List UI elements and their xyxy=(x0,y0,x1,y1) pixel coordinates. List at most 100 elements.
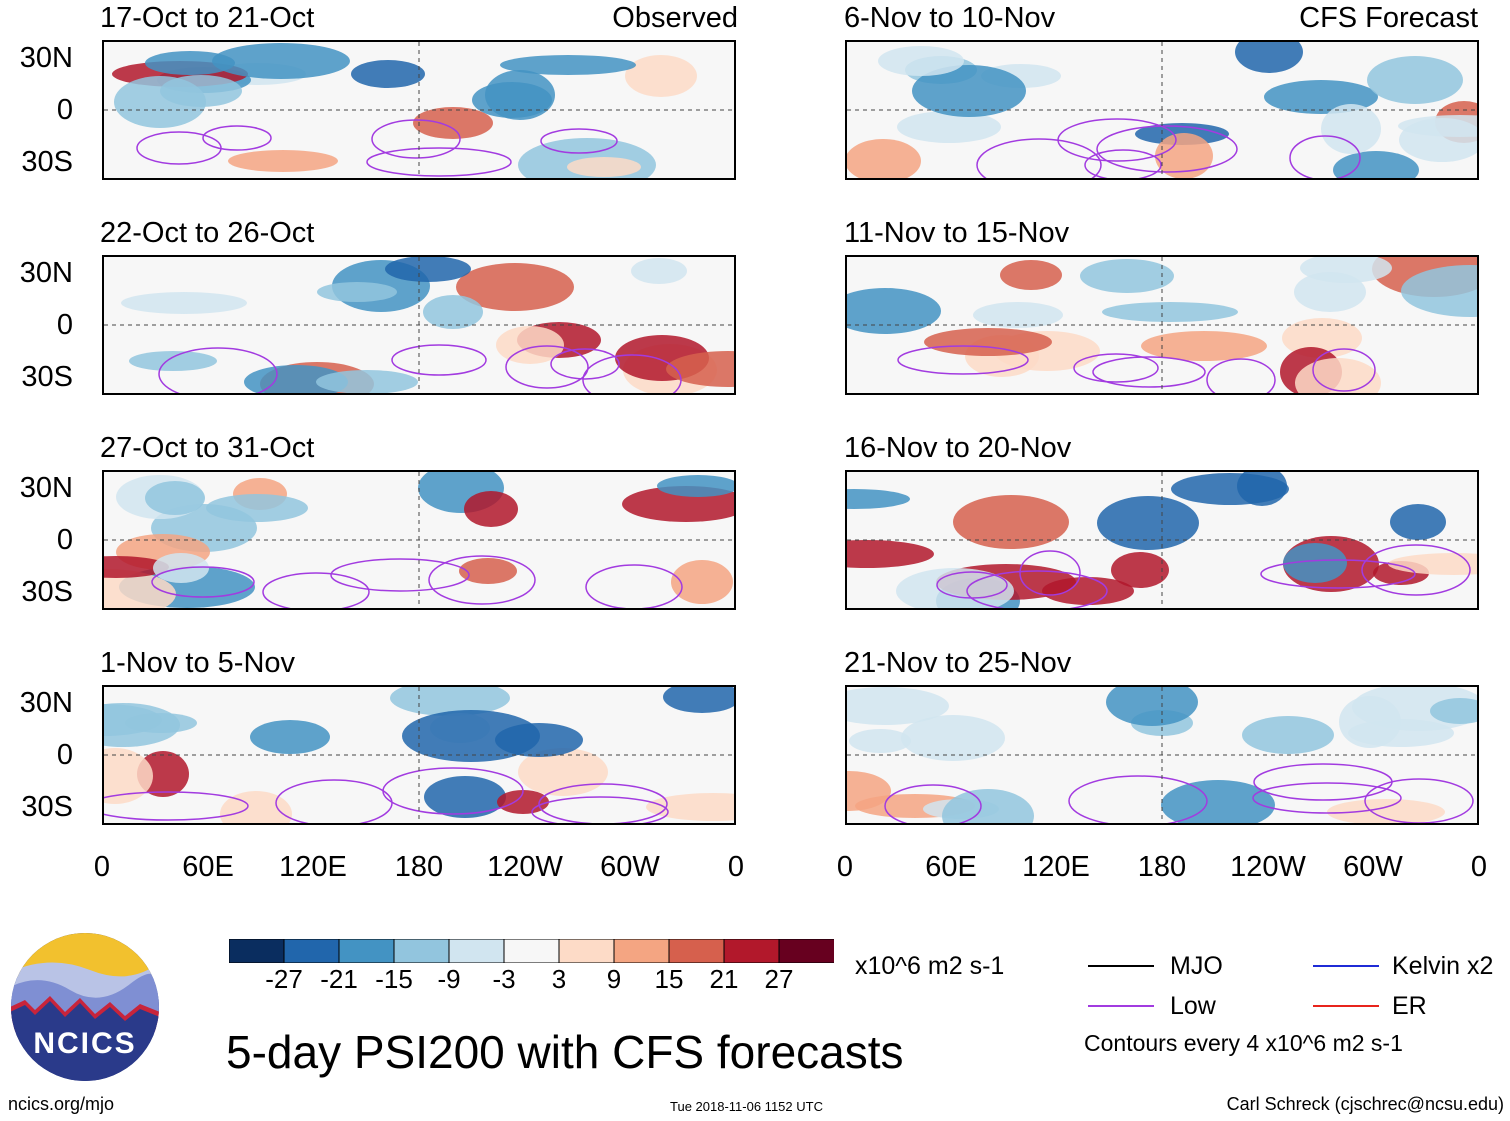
negative-anomaly xyxy=(849,729,911,753)
low-line-swatch xyxy=(1088,1005,1154,1007)
positive-anomaly xyxy=(924,328,1052,356)
negative-anomaly xyxy=(1390,504,1446,540)
lon-label: 0 xyxy=(836,851,854,883)
negative-anomaly xyxy=(1237,472,1287,506)
footer-url[interactable]: ncics.org/mjo xyxy=(8,1094,115,1114)
psi200-field xyxy=(104,42,734,178)
negative-anomaly xyxy=(912,65,1026,117)
colorbar-swatch xyxy=(668,939,725,963)
colorbar-units: x10^6 m2 s-1 xyxy=(855,952,1005,980)
low-contour xyxy=(136,131,222,165)
negative-anomaly xyxy=(104,703,180,747)
positive-anomaly xyxy=(953,495,1069,549)
low-contour xyxy=(1289,135,1361,178)
positive-anomaly xyxy=(625,55,697,97)
positive-anomaly xyxy=(1111,552,1169,588)
footer-timestamp: Tue 2018-11-06 1152 UTC xyxy=(670,1099,823,1114)
colorbar-swatch xyxy=(723,939,780,963)
lat-label: 30S xyxy=(21,146,73,178)
low-contour xyxy=(1364,778,1474,823)
negative-anomaly xyxy=(1401,265,1477,317)
low-contour xyxy=(540,128,618,154)
lon-label: 180 xyxy=(394,851,444,883)
negative-anomaly xyxy=(385,257,471,282)
colorbar-swatch xyxy=(338,939,395,963)
low-contour xyxy=(1068,775,1208,823)
negative-anomaly xyxy=(1339,696,1401,748)
low-contour xyxy=(104,791,249,821)
map-panel xyxy=(845,40,1479,180)
negative-anomaly xyxy=(390,687,510,716)
low-contour xyxy=(202,125,272,151)
colorbar-swatch xyxy=(229,939,285,963)
colorbar-swatches xyxy=(229,939,834,963)
negative-anomaly xyxy=(1242,716,1334,754)
low-contour xyxy=(1253,763,1393,801)
logo-text: NCICS xyxy=(33,1027,137,1060)
lon-label: 120W xyxy=(1230,851,1306,883)
low-contour xyxy=(1206,358,1276,393)
negative-anomaly xyxy=(1161,780,1275,823)
negative-anomaly xyxy=(1333,151,1419,178)
negative-anomaly xyxy=(145,481,205,515)
colorbar-swatch xyxy=(613,939,670,963)
panel-title: 16-Nov to 20-Nov xyxy=(844,432,1072,464)
negative-anomaly xyxy=(114,76,206,128)
lon-label: 180 xyxy=(1137,851,1187,883)
colorbar-tick-label: 21 xyxy=(709,964,739,994)
lon-label: 60W xyxy=(1343,851,1403,883)
positive-anomaly xyxy=(1327,799,1445,823)
panel-title: 11-Nov to 15-Nov xyxy=(844,217,1070,249)
lon-label: 60E xyxy=(925,851,977,883)
negative-anomaly xyxy=(1294,272,1366,312)
positive-anomaly xyxy=(459,558,517,584)
negative-anomaly xyxy=(1080,259,1174,293)
negative-anomaly xyxy=(901,715,1005,761)
panel-title: 22-Oct to 26-Oct xyxy=(100,217,315,249)
positive-anomaly xyxy=(464,491,518,527)
positive-anomaly xyxy=(456,263,574,311)
negative-anomaly xyxy=(847,489,910,509)
contour-note: Contours every 4 x10^6 m2 s-1 xyxy=(1084,1030,1403,1056)
low-contour xyxy=(1312,348,1376,392)
panel-title: 1-Nov to 5-Nov xyxy=(100,647,296,679)
positive-anomaly xyxy=(1141,331,1267,361)
negative-anomaly xyxy=(500,55,636,75)
low-contour xyxy=(428,555,536,605)
psi200-field xyxy=(847,472,1477,608)
low-contour xyxy=(1252,782,1402,814)
map-panel xyxy=(102,40,736,180)
low-contour xyxy=(391,344,487,376)
positive-anomaly xyxy=(666,351,734,387)
psi200-field xyxy=(104,257,734,393)
negative-anomaly xyxy=(1235,42,1303,73)
positive-anomaly xyxy=(497,790,549,814)
lon-label: 60W xyxy=(600,851,660,883)
colorbar-tick-label: -27 xyxy=(265,964,303,994)
panel-title: 6-Nov to 10-Nov xyxy=(844,2,1056,34)
low-contour xyxy=(582,354,682,393)
positive-anomaly xyxy=(228,150,338,172)
positive-anomaly xyxy=(104,556,169,578)
colorbar-swatch xyxy=(283,939,340,963)
negative-anomaly xyxy=(1367,56,1463,104)
lat-label: 30N xyxy=(19,257,73,289)
positive-anomaly xyxy=(671,560,733,604)
negative-anomaly xyxy=(316,370,418,393)
panel-title: 27-Oct to 31-Oct xyxy=(100,432,315,464)
negative-anomaly xyxy=(1097,496,1199,550)
low-contour xyxy=(1361,544,1471,596)
colorbar-tick-label: -9 xyxy=(437,964,461,994)
low-contour xyxy=(585,564,683,608)
er-line-swatch xyxy=(1313,1005,1379,1007)
legend-er: ER xyxy=(1392,992,1427,1020)
low-contour xyxy=(550,348,620,380)
negative-anomaly xyxy=(1321,104,1381,154)
positive-anomaly xyxy=(1000,260,1062,290)
low-contour xyxy=(1084,149,1162,178)
positive-anomaly xyxy=(104,569,176,608)
positive-anomaly xyxy=(847,139,921,178)
kelvin-line-swatch xyxy=(1313,965,1379,967)
colorbar-tick-label: 3 xyxy=(551,964,567,994)
negative-anomaly xyxy=(847,687,949,725)
